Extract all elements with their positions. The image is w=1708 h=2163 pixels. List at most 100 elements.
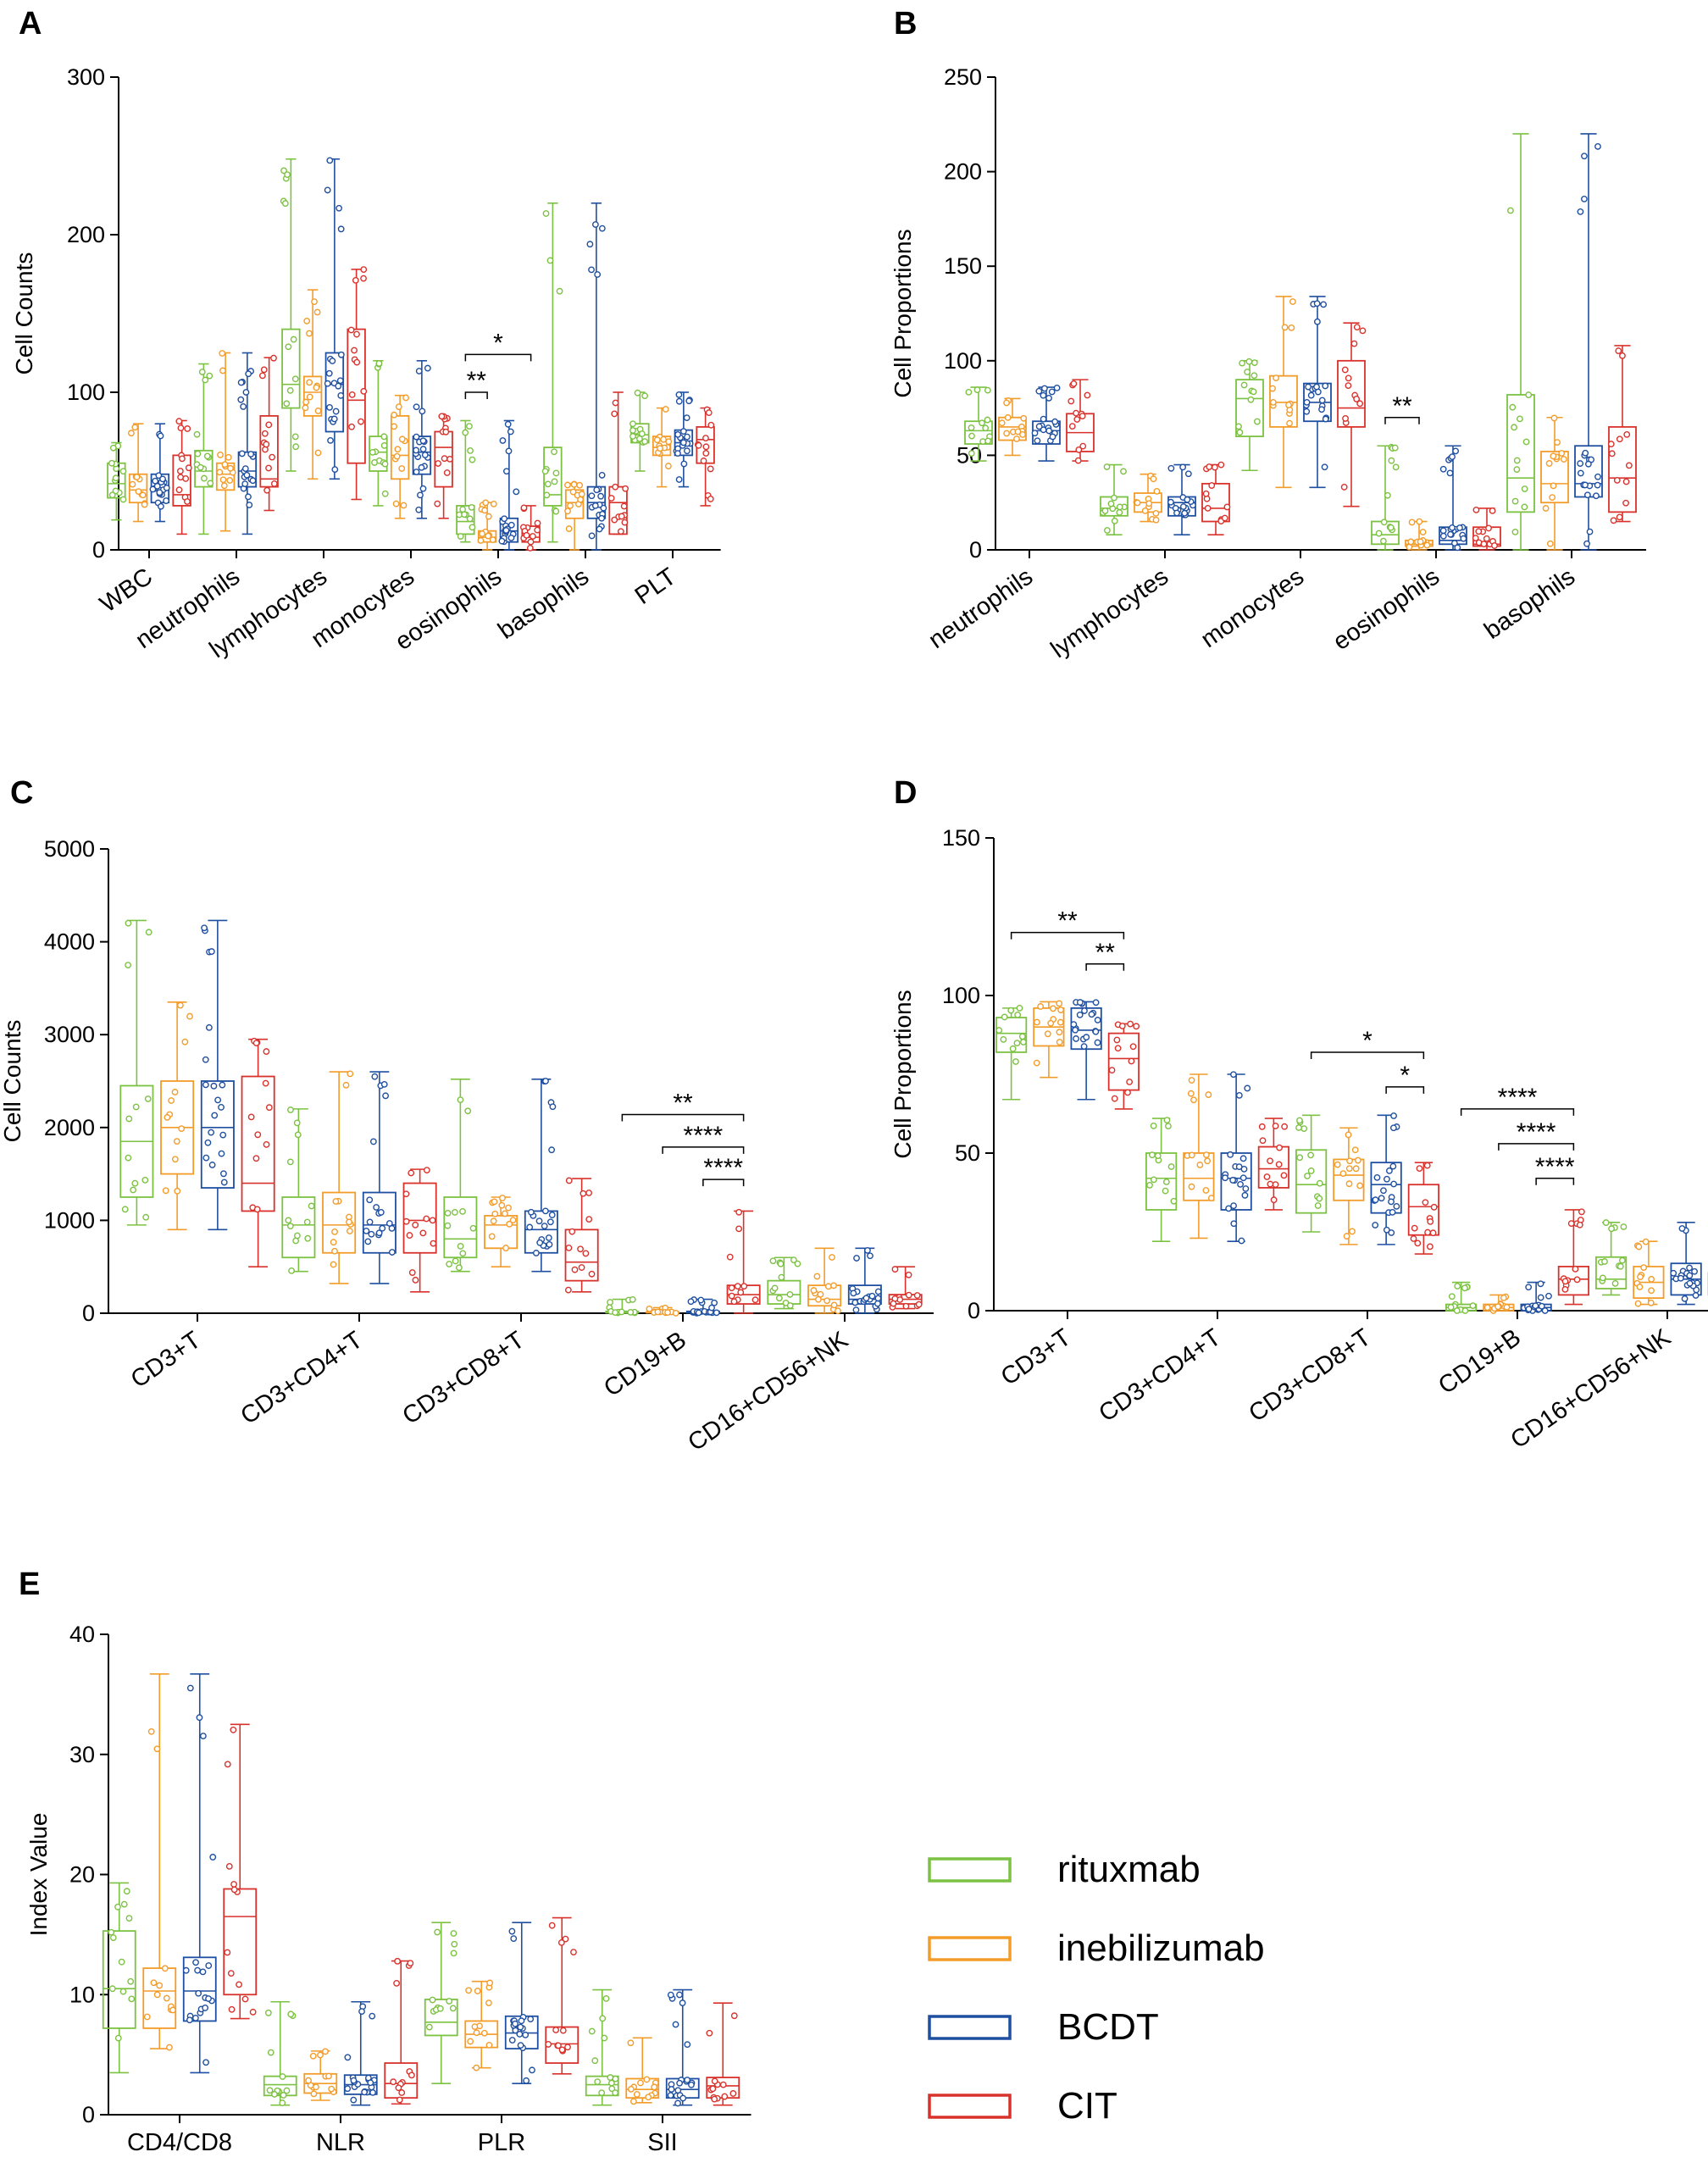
data-point xyxy=(1152,516,1160,524)
data-point xyxy=(852,1306,860,1314)
data-point xyxy=(310,2090,318,2098)
data-point xyxy=(161,1965,169,1972)
box-rituxmab-PLR xyxy=(424,1922,458,2084)
data-point xyxy=(127,1977,135,1985)
data-point xyxy=(350,2077,358,2084)
data-point xyxy=(1229,1177,1237,1184)
data-point xyxy=(1035,423,1043,430)
data-point xyxy=(548,1922,556,1929)
data-point xyxy=(1389,1162,1397,1170)
data-point xyxy=(1608,1225,1616,1233)
box-rituxmab-lymphocytes xyxy=(280,158,301,472)
data-point xyxy=(396,2096,403,2104)
iqr-box xyxy=(369,435,388,472)
data-point xyxy=(1388,457,1395,464)
data-point xyxy=(551,478,558,485)
data-point xyxy=(542,210,550,217)
data-point xyxy=(824,1283,832,1290)
data-point xyxy=(564,1286,572,1294)
box-rituxmab-PLT xyxy=(629,389,650,472)
data-point xyxy=(1184,496,1191,503)
data-point xyxy=(388,1249,396,1256)
data-point xyxy=(398,2089,406,2096)
data-point xyxy=(1207,1195,1215,1202)
data-point xyxy=(665,438,673,446)
data-point xyxy=(485,1999,492,2007)
data-point xyxy=(1345,1180,1353,1188)
data-point xyxy=(444,1209,452,1217)
data-point xyxy=(607,2074,614,2081)
bracket-line xyxy=(464,353,532,362)
data-point xyxy=(1004,413,1012,421)
data-point xyxy=(490,1217,497,1225)
data-point xyxy=(1345,1165,1353,1173)
data-point xyxy=(245,370,252,378)
data-point xyxy=(1167,498,1174,506)
data-point xyxy=(1321,463,1328,471)
box-BCDT-monocytes xyxy=(1303,296,1332,489)
data-point xyxy=(1416,518,1423,525)
data-point xyxy=(1550,452,1557,460)
box-CIT-lymphocytes xyxy=(1201,461,1231,535)
iqr-box xyxy=(1269,374,1298,428)
data-point xyxy=(391,423,398,430)
data-point xyxy=(269,453,275,461)
data-point xyxy=(1408,519,1416,526)
data-point xyxy=(598,225,606,232)
data-point xyxy=(577,496,584,503)
y-axis-title: Index Value xyxy=(25,1813,52,1937)
significance-bracket: **** xyxy=(1460,1084,1575,1116)
data-point xyxy=(1340,484,1348,491)
data-point xyxy=(145,929,152,936)
data-point xyxy=(114,2034,122,2042)
data-point xyxy=(684,2041,691,2049)
data-point xyxy=(1145,500,1153,507)
y-tick-label: 0 xyxy=(92,537,105,563)
data-point xyxy=(325,2072,332,2080)
data-point xyxy=(267,2049,274,2056)
data-point xyxy=(371,1073,379,1080)
box-inebilizumab-CD16+CD56+NK xyxy=(1633,1238,1665,1307)
data-point xyxy=(702,450,710,457)
data-point xyxy=(1124,1089,1131,1096)
y-tick-label: 200 xyxy=(67,222,105,247)
data-point xyxy=(1222,1174,1228,1182)
data-point xyxy=(1359,327,1367,335)
data-point xyxy=(1500,1294,1507,1301)
data-point xyxy=(434,1928,441,1936)
data-point xyxy=(238,450,246,458)
data-point xyxy=(219,350,226,357)
data-point xyxy=(452,1257,459,1265)
data-point xyxy=(674,450,681,458)
significance-bracket: ** xyxy=(1010,907,1125,940)
data-point xyxy=(813,1273,821,1280)
data-point xyxy=(1390,1180,1398,1188)
data-point xyxy=(1080,1043,1088,1050)
data-point xyxy=(1581,195,1588,202)
data-point xyxy=(361,2088,369,2096)
data-point xyxy=(1373,1173,1381,1181)
data-point xyxy=(144,1095,152,1102)
data-point xyxy=(360,387,368,395)
data-point xyxy=(1238,1237,1245,1245)
data-point xyxy=(446,455,453,463)
data-point xyxy=(363,1227,370,1234)
data-point xyxy=(1647,1299,1655,1306)
y-tick-label: 250 xyxy=(944,64,982,90)
data-point xyxy=(153,482,161,490)
data-point xyxy=(1550,414,1558,422)
data-point xyxy=(488,1233,496,1240)
data-point xyxy=(672,2021,679,2028)
data-point xyxy=(541,468,549,475)
box-inebilizumab-CD16+CD56+NK xyxy=(807,1247,842,1315)
data-point xyxy=(562,1935,569,1943)
data-point xyxy=(905,1271,912,1278)
iqr-box xyxy=(1201,482,1230,523)
data-point xyxy=(662,406,669,413)
data-point xyxy=(263,486,271,494)
data-point xyxy=(280,167,287,175)
data-point xyxy=(330,1261,337,1268)
box-CIT-PLT xyxy=(694,406,715,507)
data-point xyxy=(913,1292,921,1299)
